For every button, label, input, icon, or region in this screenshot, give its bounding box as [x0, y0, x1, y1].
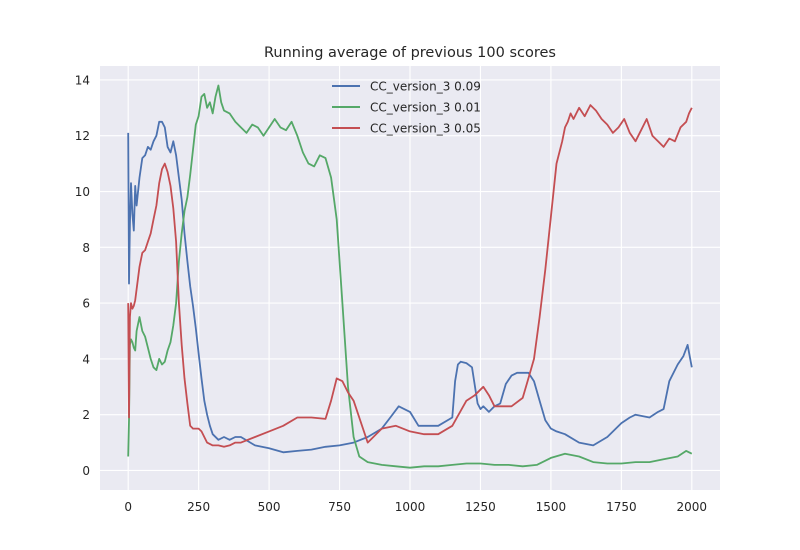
legend: CC_version_3 0.09 CC_version_3 0.01 CC_ver…	[332, 80, 481, 136]
x-tick-label: 500	[258, 500, 281, 514]
x-tick-label: 250	[187, 500, 210, 514]
y-tick-label: 6	[82, 297, 90, 311]
chart-title: Running average of previous 100 scores	[264, 45, 556, 61]
series-line-3	[127, 104, 693, 448]
x-tick-label: 2000	[677, 500, 708, 514]
y-axis: 0 2 4 6 8 10 12 14	[75, 73, 90, 478]
x-tick-label: 1750	[606, 500, 637, 514]
x-axis: 0 250 500 750 1000 1250 1500 1750 2000	[124, 500, 707, 514]
series-line-2	[127, 84, 693, 469]
x-tick-label: 1500	[536, 500, 567, 514]
y-tick-label: 10	[75, 185, 90, 199]
grid-lines	[100, 66, 720, 490]
y-tick-label: 2	[82, 408, 90, 422]
y-tick-label: 4	[82, 352, 90, 366]
series-layer	[127, 84, 693, 469]
x-tick-label: 750	[328, 500, 351, 514]
y-tick-label: 8	[82, 241, 90, 255]
legend-label: CC_version_3 0.01	[370, 101, 481, 115]
x-tick-label: 1000	[395, 500, 426, 514]
y-tick-label: 12	[75, 129, 90, 143]
legend-label: CC_version_3 0.09	[370, 80, 481, 94]
x-tick-label: 0	[124, 500, 132, 514]
x-tick-label: 1250	[465, 500, 496, 514]
series-line-1	[127, 120, 693, 454]
y-tick-label: 14	[75, 73, 90, 87]
y-tick-label: 0	[82, 464, 90, 478]
legend-label: CC_version_3 0.05	[370, 122, 481, 136]
